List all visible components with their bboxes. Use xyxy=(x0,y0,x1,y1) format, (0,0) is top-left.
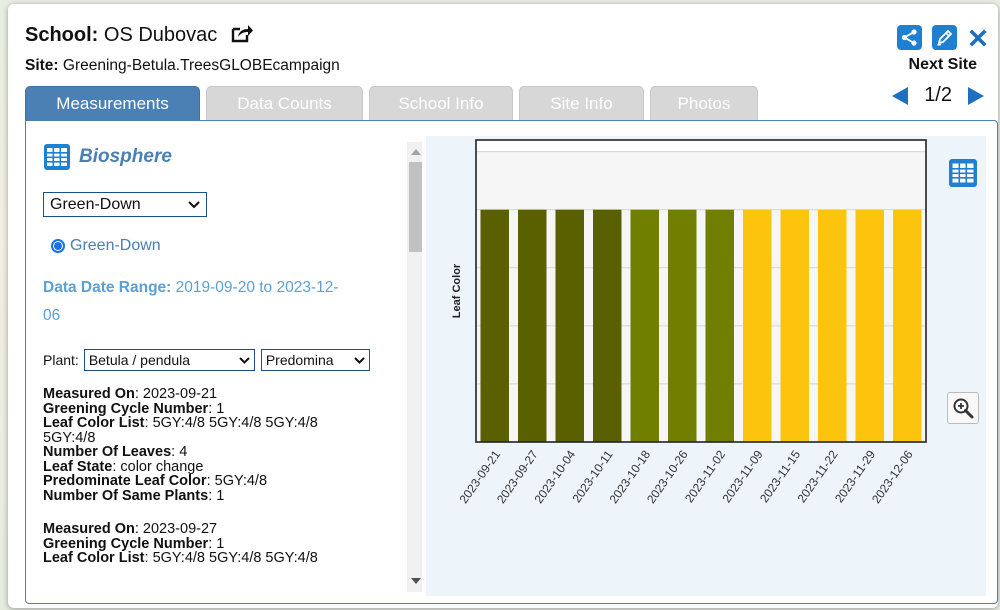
scrollbar[interactable] xyxy=(407,142,422,592)
bar xyxy=(705,209,734,442)
color-select[interactable]: Predomina xyxy=(260,349,370,371)
date-range-value-cont: 06 xyxy=(43,307,61,324)
list-item: Measured On: 2023-09-21 Greening Cycle N… xyxy=(43,387,403,503)
field-value: 5GY:4/8 5GY:4/8 5GY:4/8 xyxy=(152,550,318,566)
popup-actions xyxy=(897,25,989,50)
scrollbar-thumb[interactable] xyxy=(409,162,422,252)
bar xyxy=(743,209,772,442)
share-icon[interactable] xyxy=(897,25,922,50)
protocol-select-value: Green-Down xyxy=(50,195,141,213)
site-title: Site: Greening-Betula.TreesGLOBEcampaign xyxy=(25,57,340,75)
radio-selected-icon[interactable] xyxy=(51,239,65,253)
field-label: Number Of Same Plants xyxy=(43,487,209,504)
field-value: 1 xyxy=(216,400,225,417)
bar xyxy=(893,209,922,442)
date-range: Data Date Range: 2019-09-20 to 2023-12- … xyxy=(43,274,403,330)
field-value: color change xyxy=(120,458,204,475)
field-label: Greening Cycle Number xyxy=(43,400,209,417)
y-axis-label: Leaf Color xyxy=(451,263,463,318)
protocol-select[interactable]: Green-Down xyxy=(43,192,207,217)
chevron-down-icon xyxy=(188,200,200,208)
field-label: Leaf Color List xyxy=(43,550,145,566)
measurements-panel: Biosphere Green-Down Green-Down Data Dat… xyxy=(25,120,998,604)
plot-band xyxy=(476,151,926,442)
bar xyxy=(555,209,584,442)
section-title: Biosphere xyxy=(79,146,172,167)
chevron-down-icon xyxy=(354,356,365,364)
tab-measurements[interactable]: Measurements xyxy=(25,86,200,121)
plant-select[interactable]: Betula / pendula xyxy=(83,349,255,371)
date-range-value: 2019-09-20 to 2023-12- xyxy=(175,279,339,296)
field-label: Number Of Leaves xyxy=(43,444,172,460)
scroll-down-arrow-icon[interactable] xyxy=(411,578,421,584)
field-value: 5GY:4/8 xyxy=(43,429,96,446)
school-title: School: OS Dubovac xyxy=(25,23,253,49)
zoom-button[interactable] xyxy=(947,392,979,424)
table-icon[interactable] xyxy=(948,158,978,188)
plant-label: Plant: xyxy=(43,352,79,368)
date-range-label: Data Date Range: xyxy=(43,279,172,296)
field-label: Leaf Color List xyxy=(43,415,145,431)
page-indicator: 1/2 xyxy=(924,84,952,106)
field-value: 2023-09-27 xyxy=(142,521,218,537)
field-label: Measured On xyxy=(43,386,135,402)
chevron-down-icon xyxy=(239,356,250,364)
bar xyxy=(780,209,809,442)
tab-site-info[interactable]: Site Info xyxy=(519,86,644,121)
bar xyxy=(630,209,659,442)
site-name: Greening-Betula.TreesGLOBEcampaign xyxy=(62,57,340,74)
plant-filter: Plant: Betula / pendula Predomina xyxy=(43,349,370,371)
field-value: 5GY:4/8 5GY:4/8 5GY:4/8 xyxy=(152,415,318,431)
records-list: Measured On: 2023-09-21 Greening Cycle N… xyxy=(43,387,403,585)
bar xyxy=(818,209,847,442)
plot-frame xyxy=(475,139,927,443)
measurement-list[interactable]: Biosphere Green-Down Green-Down Data Dat… xyxy=(27,122,422,592)
field-label: Leaf State xyxy=(43,458,113,475)
field-label: Predominate Leaf Color xyxy=(43,473,207,489)
site-popup: School: OS Dubovac Site: Greening-Betula… xyxy=(8,4,998,608)
field-value: 1 xyxy=(216,535,225,552)
bar xyxy=(480,209,509,442)
bar xyxy=(518,209,547,442)
field-value: 1 xyxy=(216,487,225,504)
tab-data-counts[interactable]: Data Counts xyxy=(206,86,363,121)
list-item: Measured On: 2023-09-27 Greening Cycle N… xyxy=(43,521,318,566)
tab-school-info[interactable]: School Info xyxy=(369,86,513,121)
next-site-label: Next Site xyxy=(908,56,977,73)
chart-panel: 2023-09-21 2023-09-27 2023-10-04 2023-10-11… xyxy=(426,136,986,596)
color-select-value: Predomina xyxy=(265,352,334,368)
plant-select-value: Betula / pendula xyxy=(88,352,191,368)
bar xyxy=(593,209,622,442)
field-value: 5GY:4/8 xyxy=(214,473,268,489)
table-icon[interactable] xyxy=(43,143,71,171)
leaf-color-chart: 2023-09-212023-09-272023-10-042023-10-11… xyxy=(451,139,927,506)
site-pager: 1/2 xyxy=(892,84,984,107)
school-label: School: xyxy=(25,24,99,46)
zoom-in-icon xyxy=(953,398,974,419)
field-value: 2023-09-21 xyxy=(142,386,218,402)
field-label: Greening Cycle Number xyxy=(43,535,209,552)
school-name: OS Dubovac xyxy=(103,24,218,46)
next-site-arrow-icon[interactable] xyxy=(968,86,984,105)
tab-photos[interactable]: Photos xyxy=(650,86,758,121)
external-link-icon[interactable] xyxy=(231,23,253,49)
close-icon[interactable] xyxy=(967,25,989,50)
field-label: Measured On xyxy=(43,521,135,537)
bar xyxy=(668,209,697,442)
previous-site-arrow-icon[interactable] xyxy=(892,86,909,105)
site-label: Site: xyxy=(25,57,59,74)
edit-icon[interactable] xyxy=(932,25,957,50)
field-value: 4 xyxy=(179,444,188,460)
radio-label: Green-Down xyxy=(70,237,161,254)
biosphere-header: Biosphere xyxy=(43,143,172,171)
bar xyxy=(855,209,884,442)
protocol-radio[interactable]: Green-Down xyxy=(51,237,161,255)
scroll-up-arrow-icon[interactable] xyxy=(411,149,421,155)
